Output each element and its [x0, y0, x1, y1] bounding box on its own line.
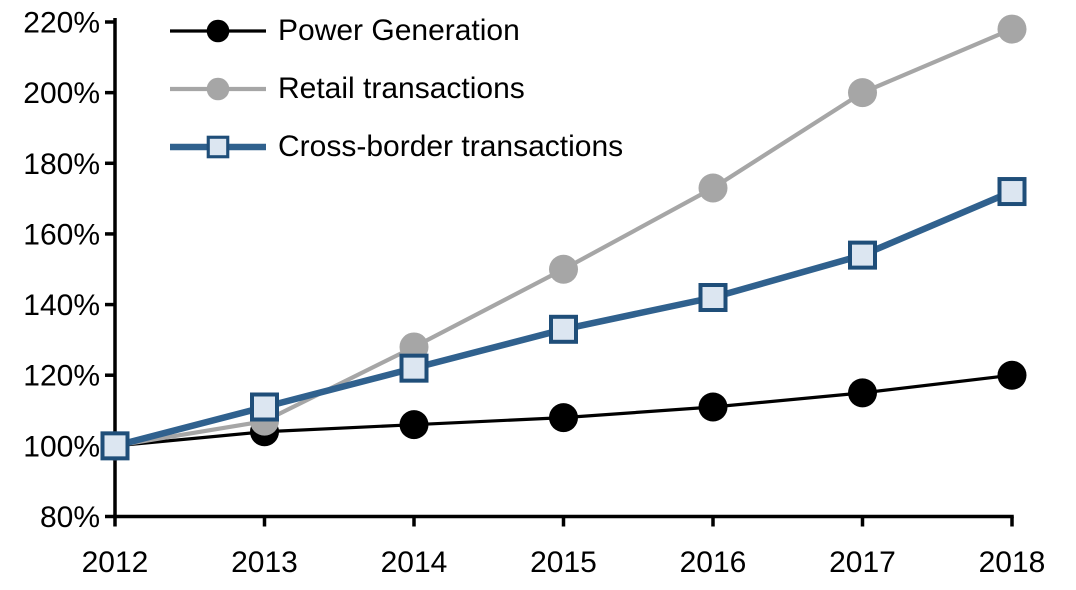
circle-marker	[848, 78, 877, 108]
square-marker	[100, 431, 130, 461]
square-marker	[549, 314, 578, 344]
circle-marker	[206, 77, 230, 101]
legend-item-retail-transactions: Retail transactions	[170, 60, 623, 118]
chart-legend: Power Generation Retail transactions Cro…	[170, 2, 623, 176]
retail-transactions-legend-marker-icon	[170, 77, 266, 101]
cross-border-transactions-legend-marker-icon	[170, 135, 266, 159]
circle-marker	[997, 14, 1027, 44]
circle-marker	[206, 19, 230, 43]
y-tick-label: 180%	[23, 148, 100, 181]
legend-label-cross-border-transactions: Cross-border transactions	[278, 130, 624, 163]
y-tick-label: 80%	[40, 501, 100, 534]
x-tick-label: 2017	[829, 546, 896, 579]
circle-marker	[549, 403, 578, 433]
square-marker	[206, 135, 230, 159]
circle-marker	[549, 254, 578, 284]
circle-marker	[848, 378, 877, 408]
x-tick-label: 2013	[231, 546, 298, 579]
circle-marker	[997, 360, 1027, 390]
x-tick-label: 2012	[82, 546, 149, 579]
circle-marker	[698, 173, 728, 203]
square-marker	[250, 392, 279, 422]
legend-label-power-generation: Power Generation	[278, 14, 520, 47]
x-tick-label: 2016	[680, 546, 747, 579]
series-cross-border-transactions	[100, 177, 1027, 461]
y-tick-label: 120%	[23, 360, 100, 393]
x-tick-label: 2014	[381, 546, 448, 579]
axes: 80% 100% 120% 140% 160% 180% 200% 220% 2012 2013 2…	[23, 7, 1045, 580]
legend-item-power-generation: Power Generation	[170, 2, 623, 60]
y-tick-label: 160%	[23, 218, 100, 251]
power-generation-legend-marker-icon	[170, 19, 266, 43]
y-tick-label: 220%	[23, 7, 100, 40]
square-marker	[399, 353, 429, 383]
x-tick-label: 2018	[979, 546, 1046, 579]
y-tick-label: 100%	[23, 430, 100, 463]
square-marker	[997, 177, 1027, 207]
legend-label-retail-transactions: Retail transactions	[278, 72, 525, 105]
square-marker	[698, 283, 728, 313]
y-tick-label: 140%	[23, 289, 100, 322]
x-tick-label: 2015	[530, 546, 597, 579]
legend-item-cross-border-transactions: Cross-border transactions	[170, 118, 623, 176]
y-tick-label: 200%	[23, 77, 100, 110]
circle-marker	[399, 410, 429, 440]
circle-marker	[698, 392, 728, 422]
square-marker	[848, 240, 877, 270]
